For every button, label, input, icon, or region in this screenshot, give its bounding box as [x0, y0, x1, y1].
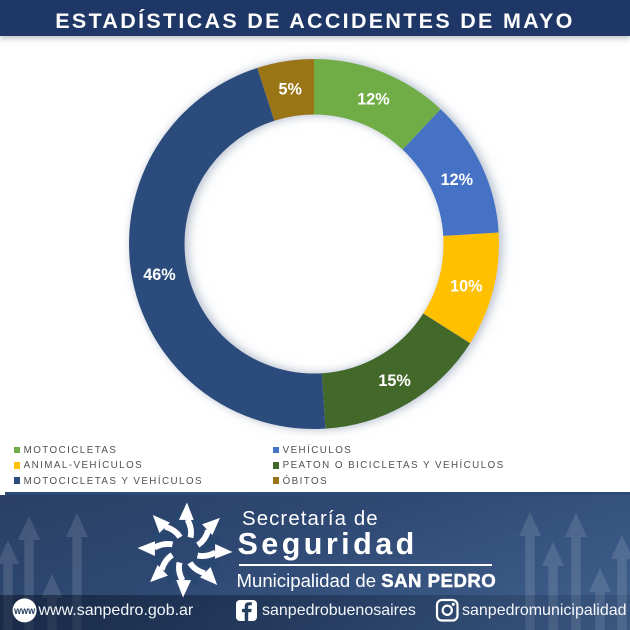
svg-text:5%: 5%: [278, 81, 301, 99]
svg-text:www: www: [13, 605, 36, 617]
svg-text:12%: 12%: [357, 90, 389, 108]
svg-text:12%: 12%: [441, 171, 473, 189]
svg-text:10%: 10%: [450, 277, 482, 295]
svg-text:46%: 46%: [143, 266, 175, 284]
svg-text:15%: 15%: [378, 372, 410, 390]
